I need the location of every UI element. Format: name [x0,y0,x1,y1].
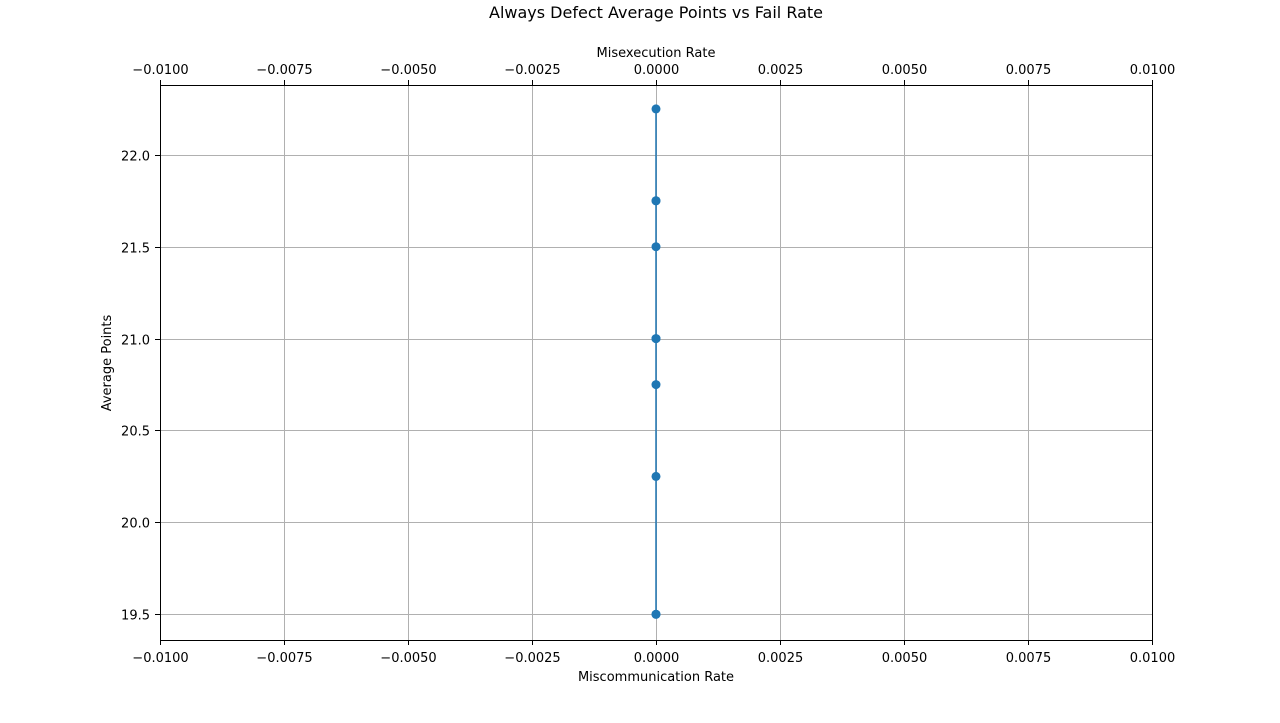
x2-axis-label: Misexecution Rate [597,46,716,61]
data-point [651,380,661,390]
data-point [651,104,661,114]
x-tick-label: −0.0100 [132,651,188,666]
data-point [651,609,661,619]
x2-tick-label: −0.0050 [380,63,436,78]
x-tick-label: 0.0000 [634,651,680,666]
x2-tick-label: 0.0000 [634,63,680,78]
y-tick-label: 20.0 [121,517,150,532]
x2-tick-label: 0.0075 [1006,63,1052,78]
data-point [651,242,661,252]
y-tick-label: 19.5 [121,609,150,624]
x-tick-label: −0.0025 [504,651,560,666]
x-tick-label: 0.0100 [1130,651,1176,666]
y-tick-label: 21.5 [121,242,150,257]
chart-title: Always Defect Average Points vs Fail Rat… [489,3,823,22]
x2-tick-label: 0.0100 [1130,63,1176,78]
x-tick-label: 0.0025 [758,651,804,666]
x2-tick-label: 0.0050 [882,63,928,78]
x2-tick-label: 0.0025 [758,63,804,78]
x-tick-label: −0.0050 [380,651,436,666]
y-tick-label: 22.0 [121,150,150,165]
y-tick-label: 21.0 [121,334,150,349]
x-tick-label: 0.0075 [1006,651,1052,666]
y-axis-label: Average Points [100,314,115,411]
x2-tick-label: −0.0075 [256,63,312,78]
x2-tick-label: −0.0025 [504,63,560,78]
tick-layer: −0.0100 −0.0100 −0.0075 −0.0075 −0.0050 −0.00… [121,63,1175,666]
x-tick-label: −0.0075 [256,651,312,666]
x2-tick-label: −0.0100 [132,63,188,78]
data-point [651,196,661,206]
data-point [651,334,661,344]
x-tick-label: 0.0050 [882,651,928,666]
data-point [651,471,661,481]
x-axis-label: Miscommunication Rate [578,670,734,685]
y-tick-label: 20.5 [121,425,150,440]
series-layer [651,104,661,619]
